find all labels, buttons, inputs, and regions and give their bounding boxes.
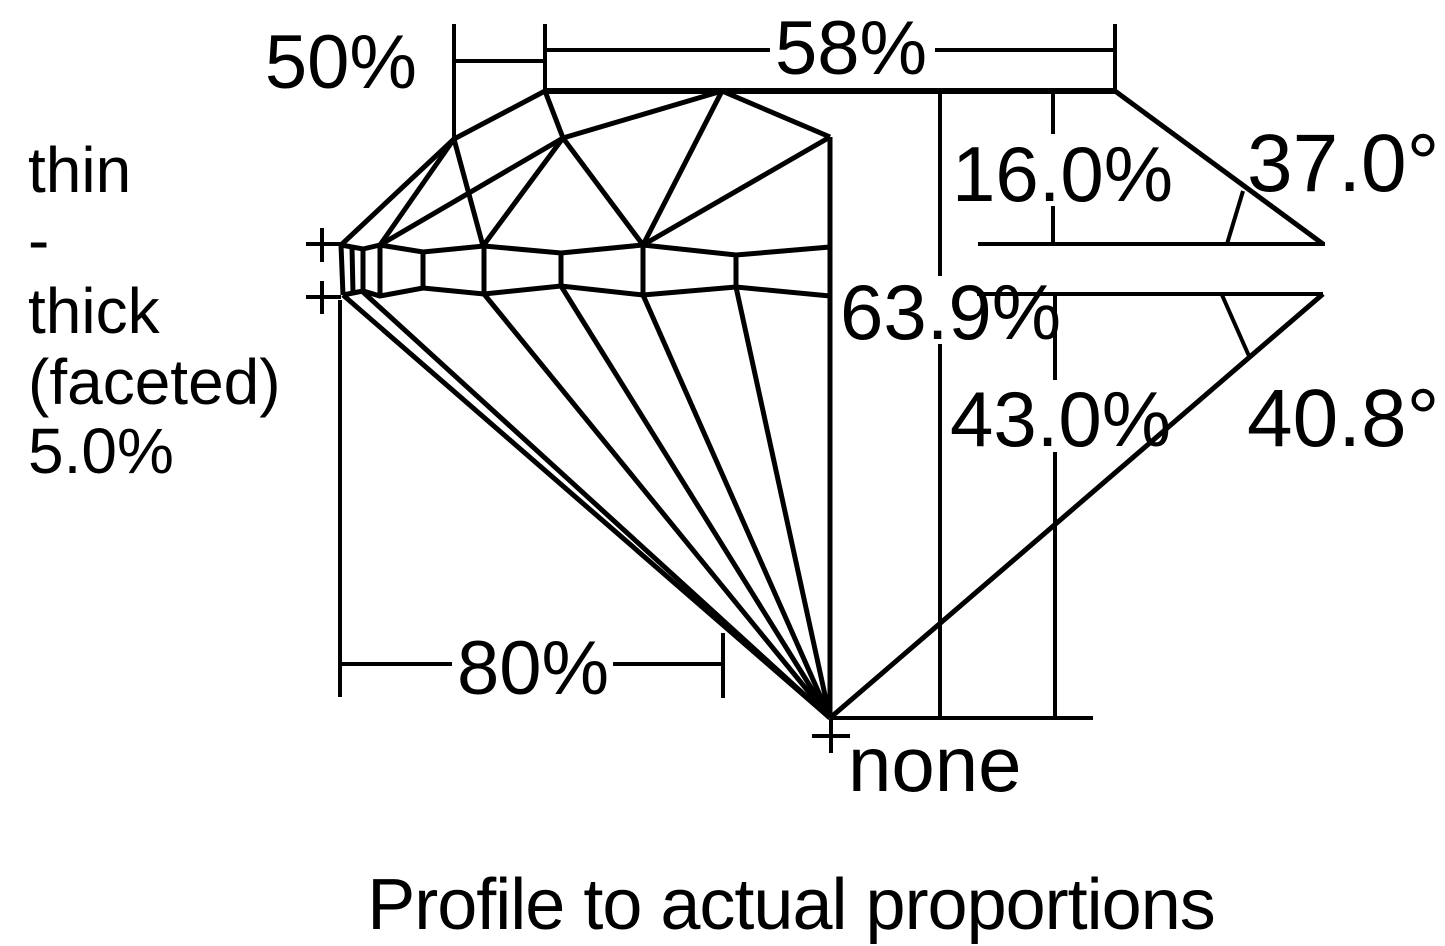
pavilion-facets: [341, 137, 833, 720]
table-size-label: 58%: [775, 6, 927, 91]
girdle-bottom-edge: [342, 283, 831, 299]
girdle-facet-edge: [338, 244, 346, 296]
crown-outline-line: [452, 88, 547, 142]
girdle-label-line3: thick: [28, 275, 161, 347]
culet-size-label: none: [848, 720, 1022, 808]
pavilion-slope-line: [828, 292, 1325, 720]
crown-facet-line: [562, 88, 723, 141]
crown-facet-line: [451, 138, 486, 247]
pavilion-angle-tick: [1220, 294, 1251, 357]
pavilion-angle-label: 40.8°: [1247, 373, 1439, 464]
crown-facets: [339, 88, 1115, 248]
girdle-thickness-label: 5.0%: [28, 415, 174, 487]
girdle-label-line1: thin: [28, 134, 131, 206]
pavilion-facet-line: [733, 286, 833, 719]
crown-facet-line: [640, 89, 725, 247]
crown-outline-line: [339, 137, 456, 247]
girdle-label-line2: -: [28, 204, 49, 276]
pavilion-facet-line: [558, 284, 833, 720]
total-depth-label: 63.9%: [840, 268, 1061, 356]
crown-facet-line: [560, 136, 646, 247]
crown-facet-line: [377, 137, 457, 247]
girdle-description-label: thin - thick (faceted) 5.0%: [28, 134, 281, 487]
crown-slope-line: [1113, 88, 1325, 247]
diagram-title: Profile to actual proportions: [367, 865, 1214, 945]
dimension-lines: [306, 24, 1325, 753]
girdle-top-edge: [340, 242, 831, 258]
pavilion-depth-label: 43.0%: [950, 375, 1171, 463]
crown-facet-line: [721, 88, 831, 140]
crown-angle-tick: [1225, 190, 1245, 245]
lower-girdle-label: 80%: [457, 626, 609, 711]
girdle-facet-edge: [349, 246, 356, 294]
girdle-label-line4: (faceted): [28, 346, 281, 418]
crown-facet-line: [542, 90, 566, 139]
pavilion-facet-line: [341, 293, 832, 720]
silhouette: [828, 88, 1325, 720]
pavilion-facet-line: [361, 290, 832, 720]
star-length-label: 50%: [265, 20, 417, 105]
crown-height-label: 16.0%: [952, 130, 1173, 218]
pavilion-facet-line: [482, 292, 832, 720]
crown-facet-line: [378, 135, 565, 248]
crown-facet-line: [641, 134, 832, 248]
girdle-strip: [338, 242, 831, 299]
crown-angle-label: 37.0°: [1247, 118, 1439, 209]
crown-facet-line: [480, 136, 566, 248]
pavilion-facet-line: [640, 293, 833, 720]
